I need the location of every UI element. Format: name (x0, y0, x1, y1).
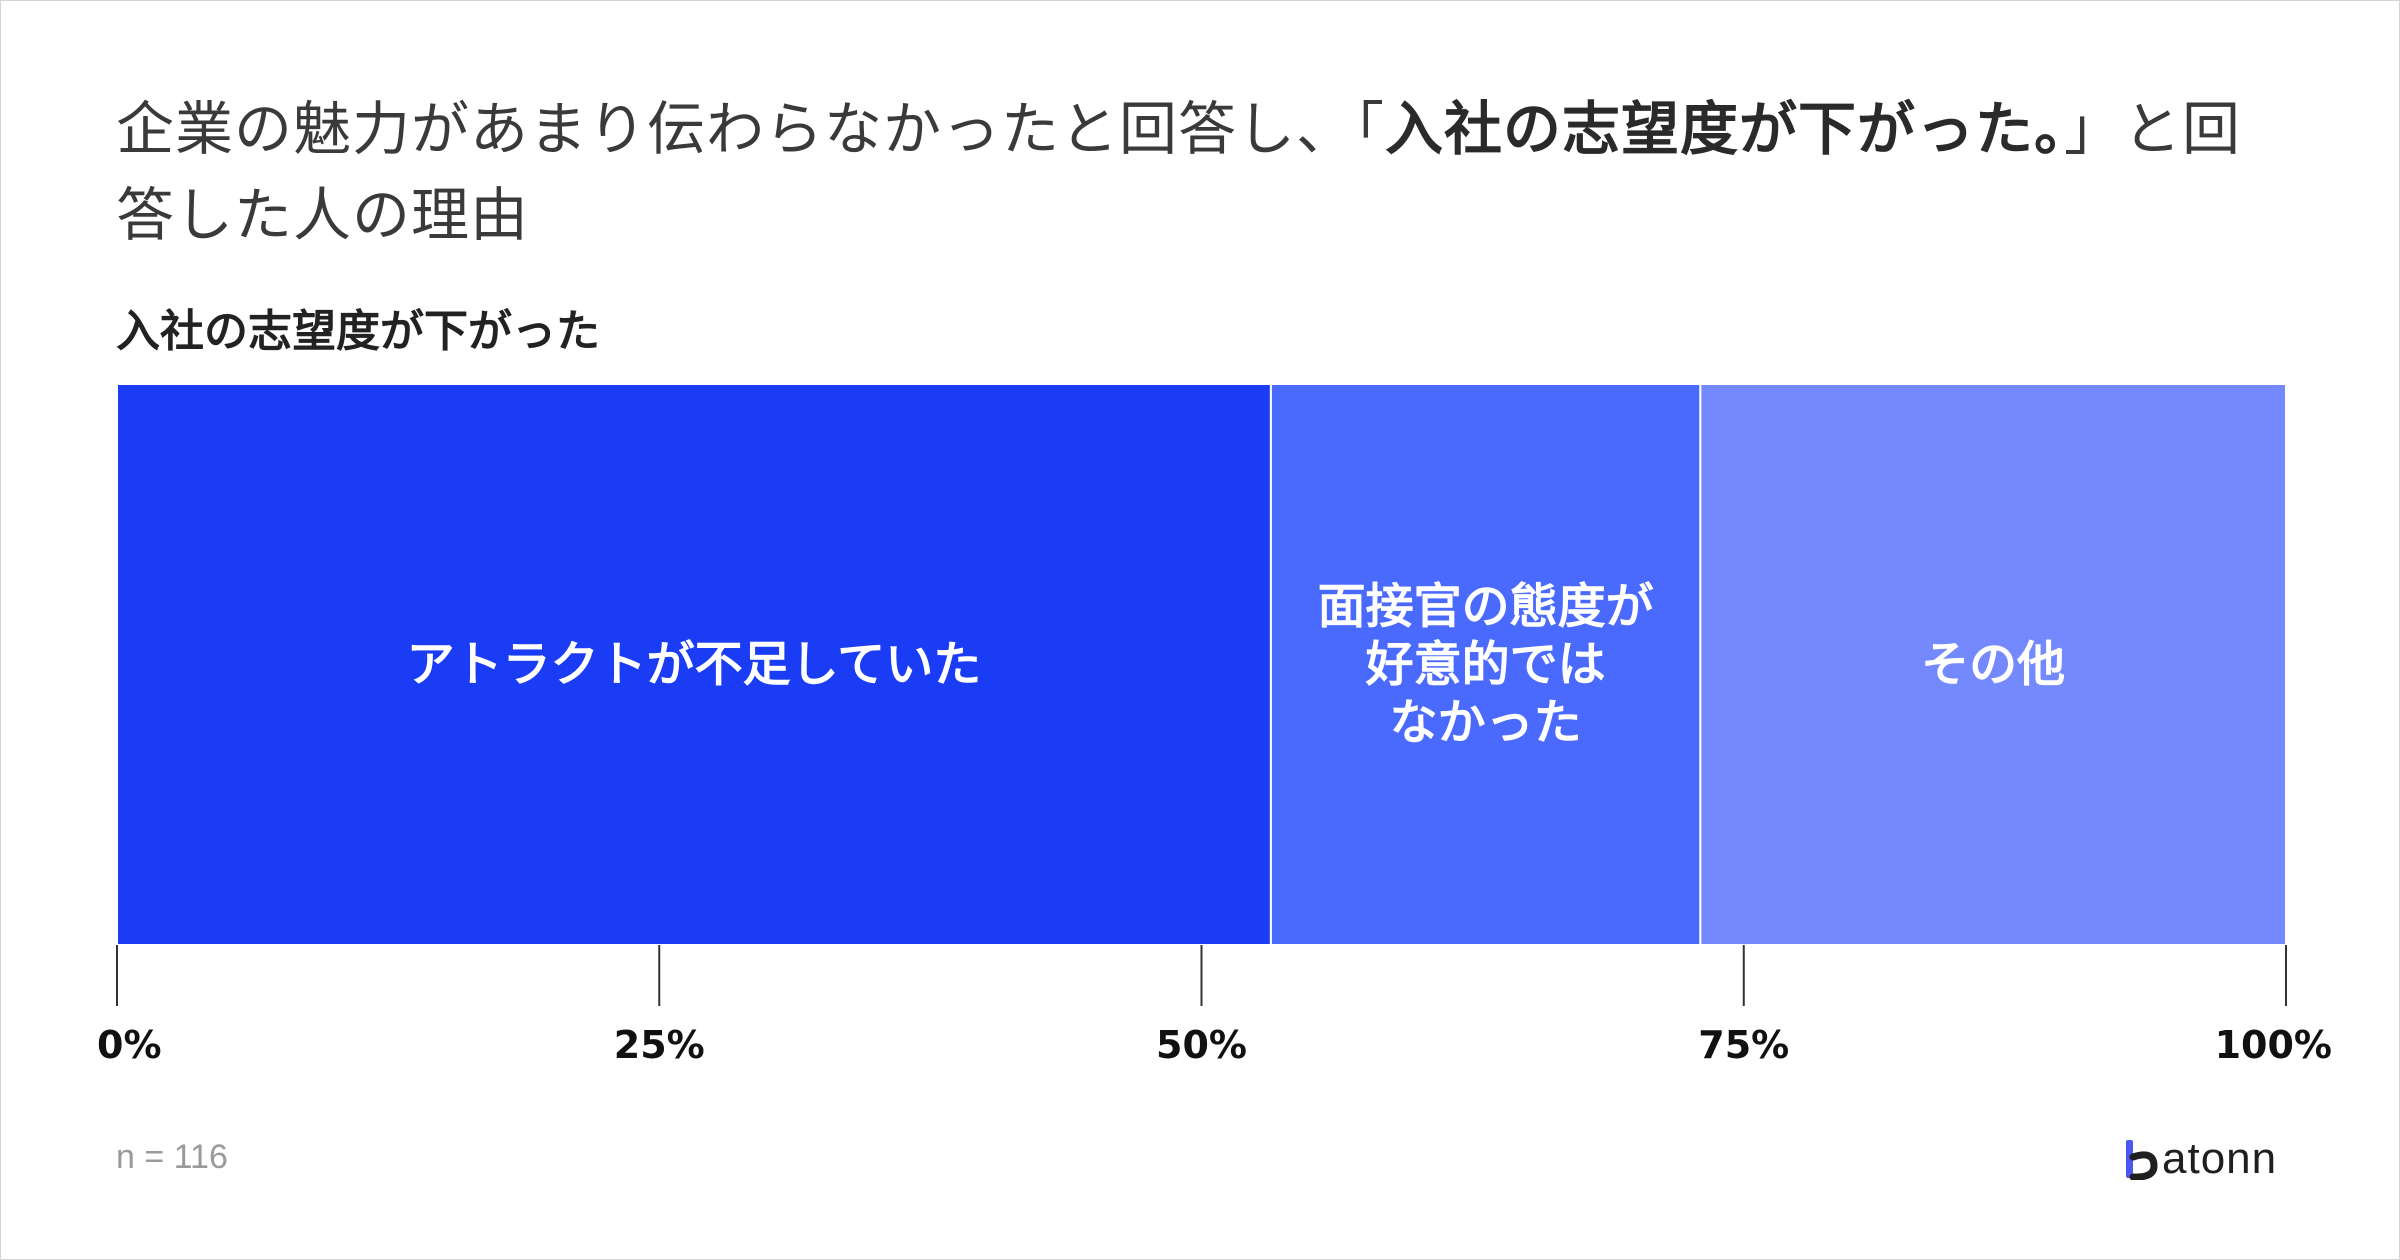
bar-segment-label-line: 面接官の態度が (1318, 579, 1654, 635)
x-tick-label-0: 0% (97, 1023, 162, 1067)
bar-segment-2 (1269, 383, 1702, 946)
bar-segment-label-line: なかった (1390, 695, 1582, 751)
brand-logo: atonn (2124, 1134, 2277, 1184)
bar-segment-label-line: その他 (1921, 637, 2065, 693)
brand-text: atonn (2162, 1134, 2278, 1183)
headline-emphasis: 入社の志望度が下がった。 (1385, 95, 2065, 163)
bar-segment-label-1: アトラクトが不足していた (407, 637, 982, 693)
bar-segment-label-3: その他 (1921, 637, 2065, 693)
x-tick-label-75: 75% (1698, 1023, 1789, 1067)
bar-segment-1 (116, 383, 1272, 946)
bar-segment-label-line: アトラクトが不足していた (407, 637, 982, 693)
stacked-bar-chart: アトラクトが不足していた 面接官の態度が好意的ではなかった その他 0% 25% 50% 7… (97, 383, 2332, 1067)
bar-segment-3 (1699, 383, 2287, 946)
brand-b-icon (2126, 1140, 2158, 1180)
chart-subtitle: 入社の志望度が下がった (116, 306, 600, 357)
headline-text-part2: 」と回答した人の理由 (116, 95, 2242, 249)
sample-size-note: n = 116 (116, 1138, 228, 1176)
x-tick-label-100: 100% (2215, 1023, 2332, 1067)
bar-segment-label-2: 面接官の態度が好意的ではなかった (1318, 579, 1654, 751)
bar-segment-label-line: 好意的では (1365, 637, 1606, 693)
headline-text-part1: 企業の魅力があまり伝わらなかったと回答し、「 (116, 95, 1386, 163)
headline: 企業の魅力があまり伝わらなかったと回答し、「入社の志望度が下がった。」と回答した… (116, 86, 2276, 258)
x-tick-label-25: 25% (614, 1023, 705, 1067)
x-tick-label-50: 50% (1156, 1023, 1247, 1067)
